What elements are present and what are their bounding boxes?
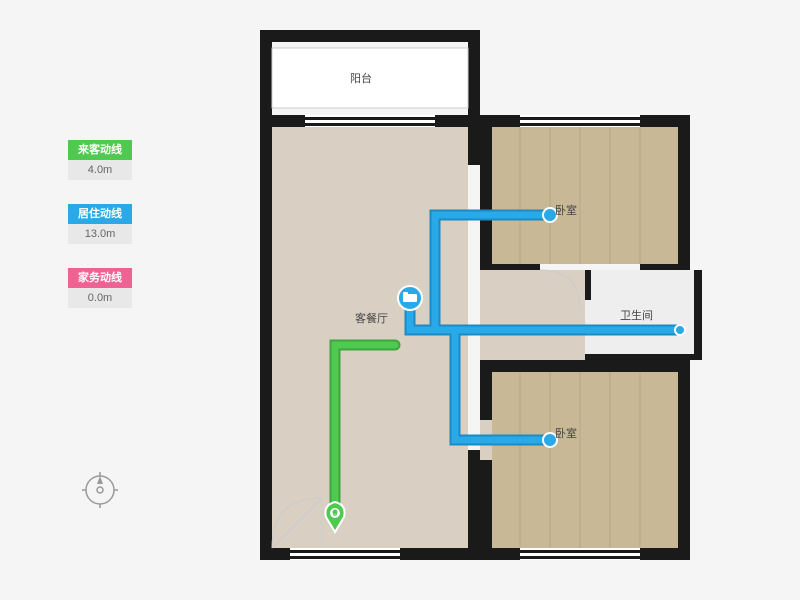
room-label-bathroom: 卫生间 bbox=[620, 307, 653, 323]
compass-icon bbox=[80, 470, 120, 515]
legend-item-living: 居住动线 13.0m bbox=[68, 204, 148, 244]
room-label-balcony: 阳台 bbox=[350, 70, 372, 86]
floorplan: 阳台 客餐厅 卧室 卫生间 卧室 bbox=[220, 20, 720, 580]
legend: 来客动线 4.0m 居住动线 13.0m 家务动线 0.0m bbox=[68, 140, 148, 332]
legend-item-guest: 来客动线 4.0m bbox=[68, 140, 148, 180]
floorplan-svg bbox=[220, 20, 720, 580]
legend-value: 0.0m bbox=[68, 288, 132, 308]
legend-value: 13.0m bbox=[68, 224, 132, 244]
legend-label: 家务动线 bbox=[68, 268, 132, 288]
legend-value: 4.0m bbox=[68, 160, 132, 180]
legend-label: 来客动线 bbox=[68, 140, 132, 160]
room-label-bedroom2: 卧室 bbox=[555, 425, 577, 441]
legend-label: 居住动线 bbox=[68, 204, 132, 224]
room-label-living: 客餐厅 bbox=[355, 310, 388, 326]
legend-item-chores: 家务动线 0.0m bbox=[68, 268, 148, 308]
room-label-bedroom1: 卧室 bbox=[555, 202, 577, 218]
